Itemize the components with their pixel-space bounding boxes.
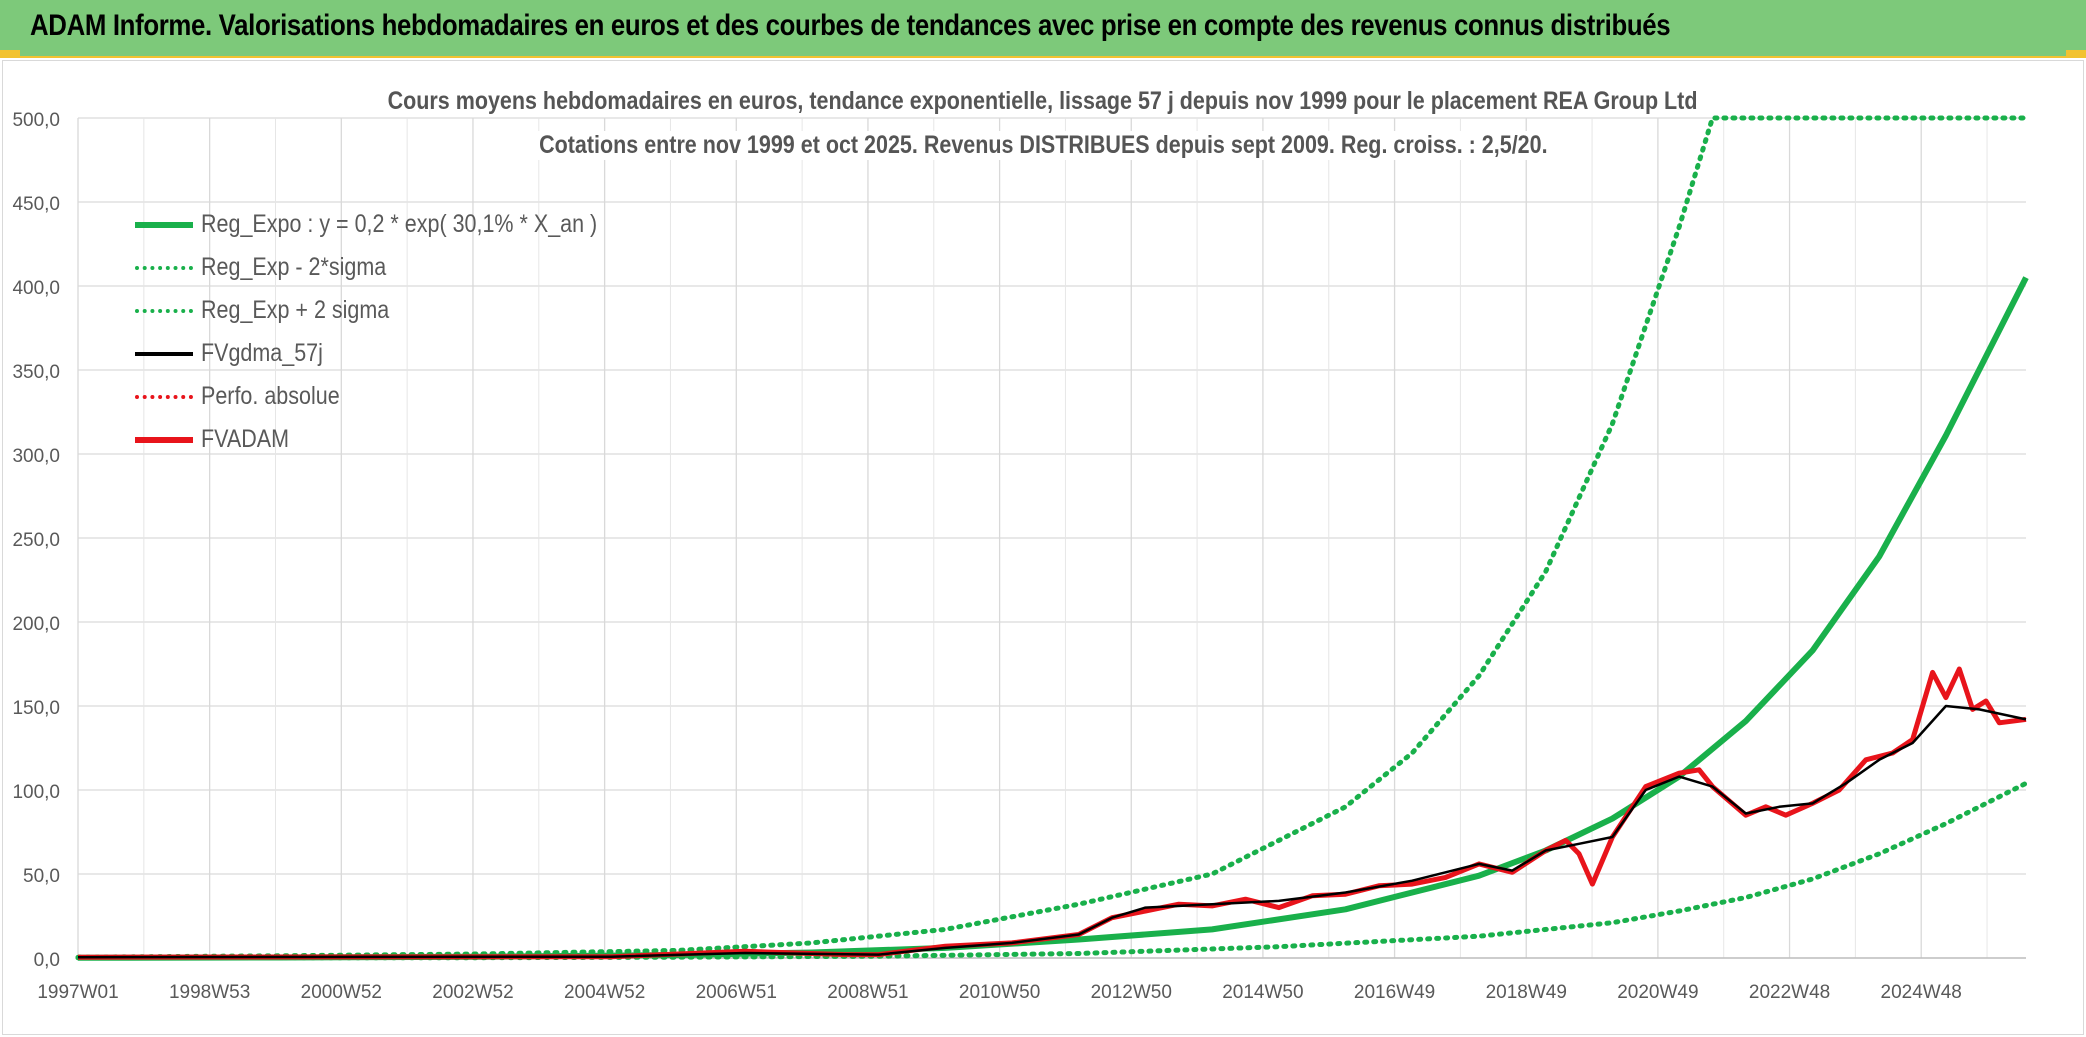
y-tick-label: 150,0 — [12, 698, 60, 719]
x-tick-label: 2022W48 — [1749, 982, 1830, 1003]
legend-item: Reg_Expo : y = 0,2 * exp( 30,1% * X_an ) — [135, 203, 662, 246]
legend-label: Reg_Exp - 2*sigma — [201, 253, 387, 281]
chart-series — [75, 115, 2029, 961]
x-tick-label: 2018W49 — [1486, 982, 1567, 1003]
x-tick-label: 2002W52 — [432, 982, 513, 1003]
legend-label: FVADAM — [201, 425, 290, 453]
chart-title-text: Cours moyens hebdomadaires en euros, ten… — [382, 87, 1704, 116]
chart-title: Cours moyens hebdomadaires en euros, ten… — [0, 87, 2086, 116]
y-tick-label: 50,0 — [23, 866, 60, 887]
chart-axes: 0,0 50,0 100,0 150,0 200,0 250,0 300,0 350,0 400… — [12, 110, 2026, 1003]
x-tick-label: 2006W51 — [696, 982, 777, 1003]
legend-swatch — [135, 265, 193, 270]
legend-item: Reg_Exp - 2*sigma — [135, 246, 662, 289]
y-tick-label: 450,0 — [12, 194, 60, 215]
report-banner: ADAM Informe. Valorisations hebdomadaire… — [0, 0, 2086, 58]
legend-label: Reg_Expo : y = 0,2 * exp( 30,1% * X_an ) — [201, 210, 598, 238]
y-tick-label: 350,0 — [12, 362, 60, 383]
legend-item: Perfo. absolue — [135, 375, 662, 418]
x-tick-label: 1998W53 — [169, 982, 250, 1003]
x-tick-label: 2000W52 — [301, 982, 382, 1003]
series-line-3 — [77, 704, 2027, 959]
x-tick-label: 2012W50 — [1091, 982, 1172, 1003]
y-tick-label: 500,0 — [12, 110, 60, 131]
chart-legend: Reg_Expo : y = 0,2 * exp( 30,1% * X_an )… — [135, 203, 662, 461]
legend-swatch — [135, 436, 193, 443]
y-tick-label: 100,0 — [12, 782, 60, 803]
legend-item: Reg_Exp + 2 sigma — [135, 289, 662, 332]
series-line-2 — [75, 115, 2029, 960]
chart-grid — [77, 117, 2026, 959]
report-title: ADAM Informe. Valorisations hebdomadaire… — [30, 9, 1671, 42]
banner-accent-left — [0, 50, 20, 58]
x-tick-label: 2024W48 — [1881, 982, 1962, 1003]
chart-area — [2, 60, 2084, 1035]
y-tick-label: 300,0 — [12, 446, 60, 467]
legend-swatch — [135, 351, 193, 356]
chart-subtitle: Cotations entre nov 1999 et oct 2025. Re… — [0, 131, 2086, 160]
x-tick-label: 2014W50 — [1222, 982, 1303, 1003]
legend-swatch — [135, 308, 193, 313]
x-tick-label: 2020W49 — [1617, 982, 1698, 1003]
x-tick-label: 2004W52 — [564, 982, 645, 1003]
x-tick-label: 1997W01 — [37, 982, 118, 1003]
legend-label: Reg_Exp + 2 sigma — [201, 296, 390, 324]
y-tick-label: 200,0 — [12, 614, 60, 635]
legend-swatch — [135, 394, 193, 399]
x-tick-label: 2010W50 — [959, 982, 1040, 1003]
y-tick-label: 0,0 — [34, 950, 60, 971]
legend-swatch — [135, 221, 193, 228]
series-line-5 — [77, 666, 2027, 960]
y-tick-label: 400,0 — [12, 278, 60, 299]
legend-label: FVgdma_57j — [201, 339, 323, 367]
x-tick-label: 2008W51 — [827, 982, 908, 1003]
legend-item: FVgdma_57j — [135, 332, 662, 375]
y-tick-label: 250,0 — [12, 530, 60, 551]
legend-label: Perfo. absolue — [201, 382, 340, 410]
banner-accent-right — [2066, 50, 2086, 58]
legend-item: FVADAM — [135, 418, 662, 461]
x-tick-label: 2016W49 — [1354, 982, 1435, 1003]
series-line-1 — [75, 780, 2029, 961]
chart-subtitle-text: Cotations entre nov 1999 et oct 2025. Re… — [533, 131, 1553, 160]
